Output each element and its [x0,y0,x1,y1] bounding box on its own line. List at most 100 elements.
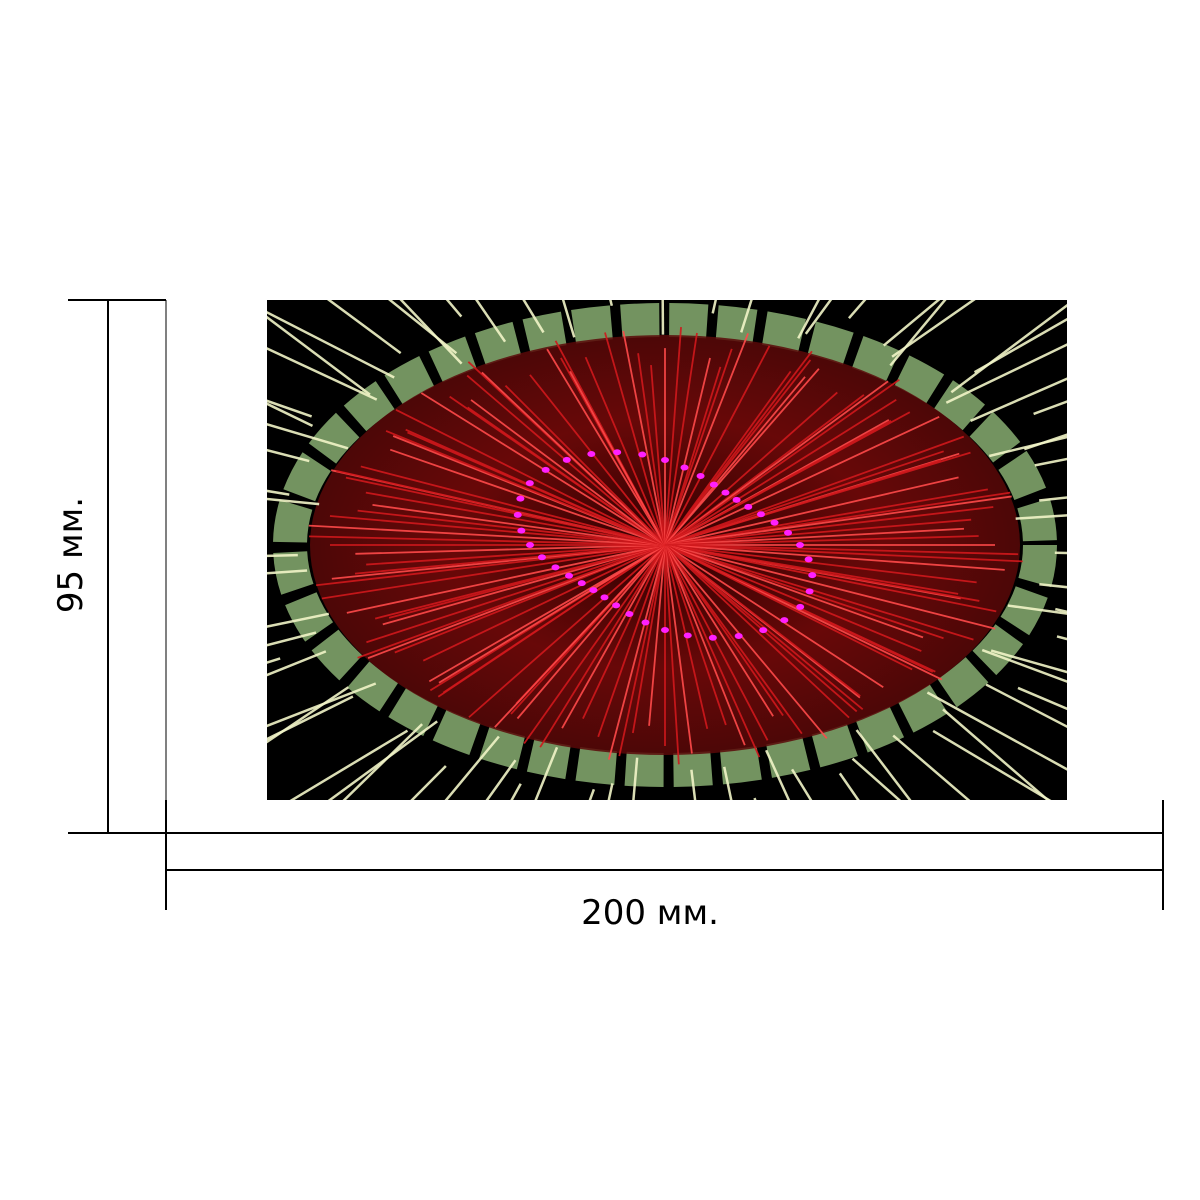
red-ray [385,430,666,546]
white-ray [0,609,266,683]
red-ray [664,544,828,739]
white-ray [445,300,463,318]
red-ray [664,544,850,719]
magenta-dot [551,564,560,571]
red-ray [428,544,666,683]
red-ray [648,544,666,726]
red-ray [637,353,666,546]
red-ray [664,544,922,652]
red-ray [664,544,864,710]
white-ray [267,682,377,728]
white-ray [410,765,447,800]
magenta-dot [796,603,805,610]
white-ray [267,402,314,427]
white-ray [797,300,821,339]
red-ray [664,544,997,613]
white-ray [327,720,438,800]
width-label: 200 мм. [581,893,719,933]
red-ray [664,357,711,546]
magenta-dot [577,580,586,587]
white-ray [945,343,1067,404]
white-ray [889,300,947,367]
white-ray [267,657,281,664]
red-ray [664,518,972,546]
magenta-dot [638,451,647,458]
red-ray [422,544,666,662]
magenta-dot [784,529,793,536]
red-ray [631,544,666,734]
red-ray [664,544,1005,571]
red-ray [309,535,666,546]
white-ray [692,0,724,291]
white-ray [892,734,971,800]
red-ray [664,350,813,546]
white-ray [399,300,463,365]
red-ray [437,544,666,698]
red-ray [664,544,913,671]
white-ray [561,300,576,338]
white-ray [342,723,424,800]
red-ray [523,544,666,745]
white-ray [267,399,313,418]
magenta-dot [612,602,621,609]
white-ray [1056,635,1067,641]
white-ray [722,766,733,800]
red-ray [321,544,666,600]
white-ray [267,347,378,401]
magenta-dot [589,587,598,594]
white-ray [950,303,1067,394]
red-ray [664,506,994,546]
red-ray [664,398,897,546]
red-ray [664,332,698,546]
white-ray [588,788,596,800]
white-ray [485,759,517,800]
white-ray [838,772,860,800]
white-ray [973,317,1067,374]
white-ray [510,783,522,800]
red-ray [664,544,884,688]
red-ray [664,348,733,546]
magenta-dot [565,572,574,579]
red-ray [622,330,666,546]
red-ray [561,544,666,729]
magenta-dot [541,466,550,473]
white-ray [0,375,255,467]
red-ray [664,544,861,697]
red-ray [664,544,774,717]
magenta-dot [756,511,765,518]
red-ray [604,332,666,546]
red-ray [357,544,666,659]
white-ray [891,300,976,358]
red-ray [468,544,666,718]
white-ray [387,300,458,355]
red-ray [664,544,1019,556]
red-ray [516,544,666,720]
red-ray [664,544,746,746]
red-ray [664,415,940,546]
red-ray [664,488,988,546]
white-ray [926,691,1067,771]
white-ray [740,300,753,333]
red-ray [354,544,666,575]
red-ray [374,544,666,620]
white-ray [855,729,912,800]
red-ray [494,544,666,728]
red-ray [664,391,838,546]
white-ray [522,300,545,334]
magenta-dot [526,542,534,548]
white-ray [981,648,1067,683]
white-ray [444,735,500,800]
magenta-dot [696,473,705,480]
magenta-dot [770,519,779,526]
magenta-dot [709,481,718,488]
red-ray [664,333,749,546]
red-ray [467,406,666,546]
white-ray [985,683,1067,729]
red-ray [372,504,666,546]
magenta-dot [708,634,717,641]
magenta-dot [600,594,609,601]
white-ray [289,729,409,800]
white-ray [753,797,757,800]
white-ray [607,783,614,800]
